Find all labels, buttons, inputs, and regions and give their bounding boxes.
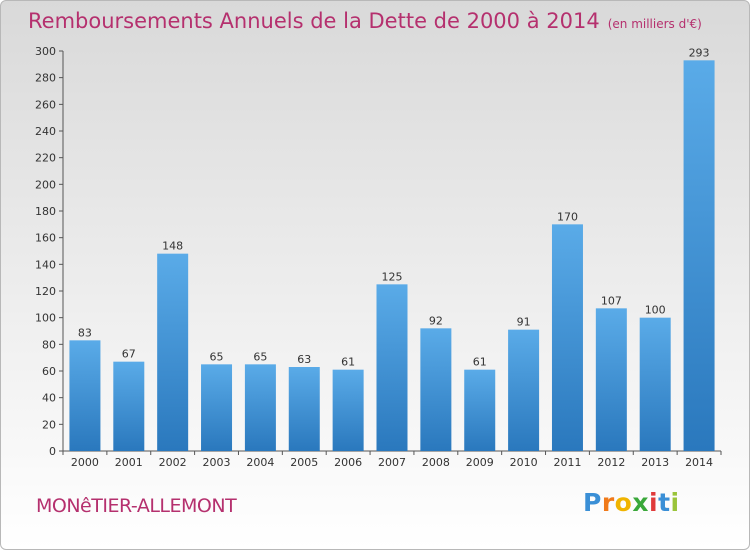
x-tick-label: 2004 [246,456,274,469]
y-tick-label: 300 [35,45,56,58]
bar [113,361,145,451]
y-tick-label: 120 [35,285,56,298]
y-tick-label: 140 [35,258,56,271]
bar-value-label: 107 [601,294,622,307]
bar-value-label: 67 [122,348,136,361]
x-tick-label: 2012 [597,456,625,469]
bar-value-label: 170 [557,210,578,223]
axes: 0 20 40 60 80 100 120 140 160 180 200 220 240 260 280 3… [35,45,722,469]
x-tick-label: 2006 [334,456,362,469]
logo-letter: t [658,488,671,517]
bar [683,60,715,451]
x-tick-label: 2014 [685,456,713,469]
chart-title-text: Remboursements Annuels de la Dette de 20… [28,9,600,33]
y-tick-label: 100 [35,312,56,325]
bar-value-label: 83 [78,326,92,339]
bar [201,364,233,451]
bar [332,369,364,451]
bar [288,367,320,451]
x-tick-label: 2001 [115,456,143,469]
commune-name: MONêTIER-ALLEMONT [36,495,237,517]
logo-letter: i [670,488,680,517]
proxiti-logo: Proxiti [583,488,680,517]
x-tick-label: 2007 [378,456,406,469]
data-labels: 83 67 148 65 65 63 61 125 92 61 91 170 107 100 293 [78,46,710,368]
y-tick-label: 40 [42,392,56,405]
bar [464,369,496,451]
x-tick-label: 2002 [159,456,187,469]
bars [69,60,715,451]
bar [69,340,101,451]
y-tick-label: 80 [42,338,56,351]
y-tick-label: 60 [42,365,56,378]
logo-letter: o [614,488,633,517]
chart-title: Remboursements Annuels de la Dette de 20… [28,9,702,33]
logo-letter: r [601,488,615,517]
bar-value-label: 125 [382,270,403,283]
bar [420,328,452,451]
chart-title-unit: (en milliers d'€) [607,17,702,31]
x-tick-label: 2013 [641,456,669,469]
x-tick-label: 2008 [422,456,450,469]
x-tick-label: 2009 [466,456,494,469]
bar-value-label: 91 [517,316,531,329]
bar-value-label: 100 [645,304,666,317]
bar-value-label: 65 [253,350,267,363]
x-tick-label: 2003 [203,456,231,469]
bar [157,253,189,451]
bar [639,317,671,451]
bar [376,284,408,451]
y-tick-label: 20 [42,418,56,431]
bar-value-label: 61 [341,356,355,369]
y-tick-label: 160 [35,232,56,245]
y-tick-label: 200 [35,178,56,191]
x-tick-label: 2005 [290,456,318,469]
bar-value-label: 92 [429,314,443,327]
bar-value-label: 65 [210,350,224,363]
y-tick-label: 260 [35,98,56,111]
y-tick-label: 180 [35,205,56,218]
bar [508,329,540,451]
logo-letter: P [583,488,602,517]
bar-value-label: 148 [162,240,183,253]
bar [595,308,627,451]
y-tick-label: 0 [49,445,56,458]
x-tick-label: 2000 [71,456,99,469]
bar-value-label: 61 [473,356,487,369]
bar [244,364,276,451]
bar [551,224,583,451]
bar-value-label: 293 [689,46,710,59]
y-tick-label: 220 [35,152,56,165]
y-tick-label: 240 [35,125,56,138]
logo-letter: x [632,488,649,517]
bar-value-label: 63 [297,353,311,366]
x-tick-label: 2010 [510,456,538,469]
logo-letter: i [649,488,659,517]
x-tick-label: 2011 [553,456,581,469]
y-tick-label: 280 [35,72,56,85]
